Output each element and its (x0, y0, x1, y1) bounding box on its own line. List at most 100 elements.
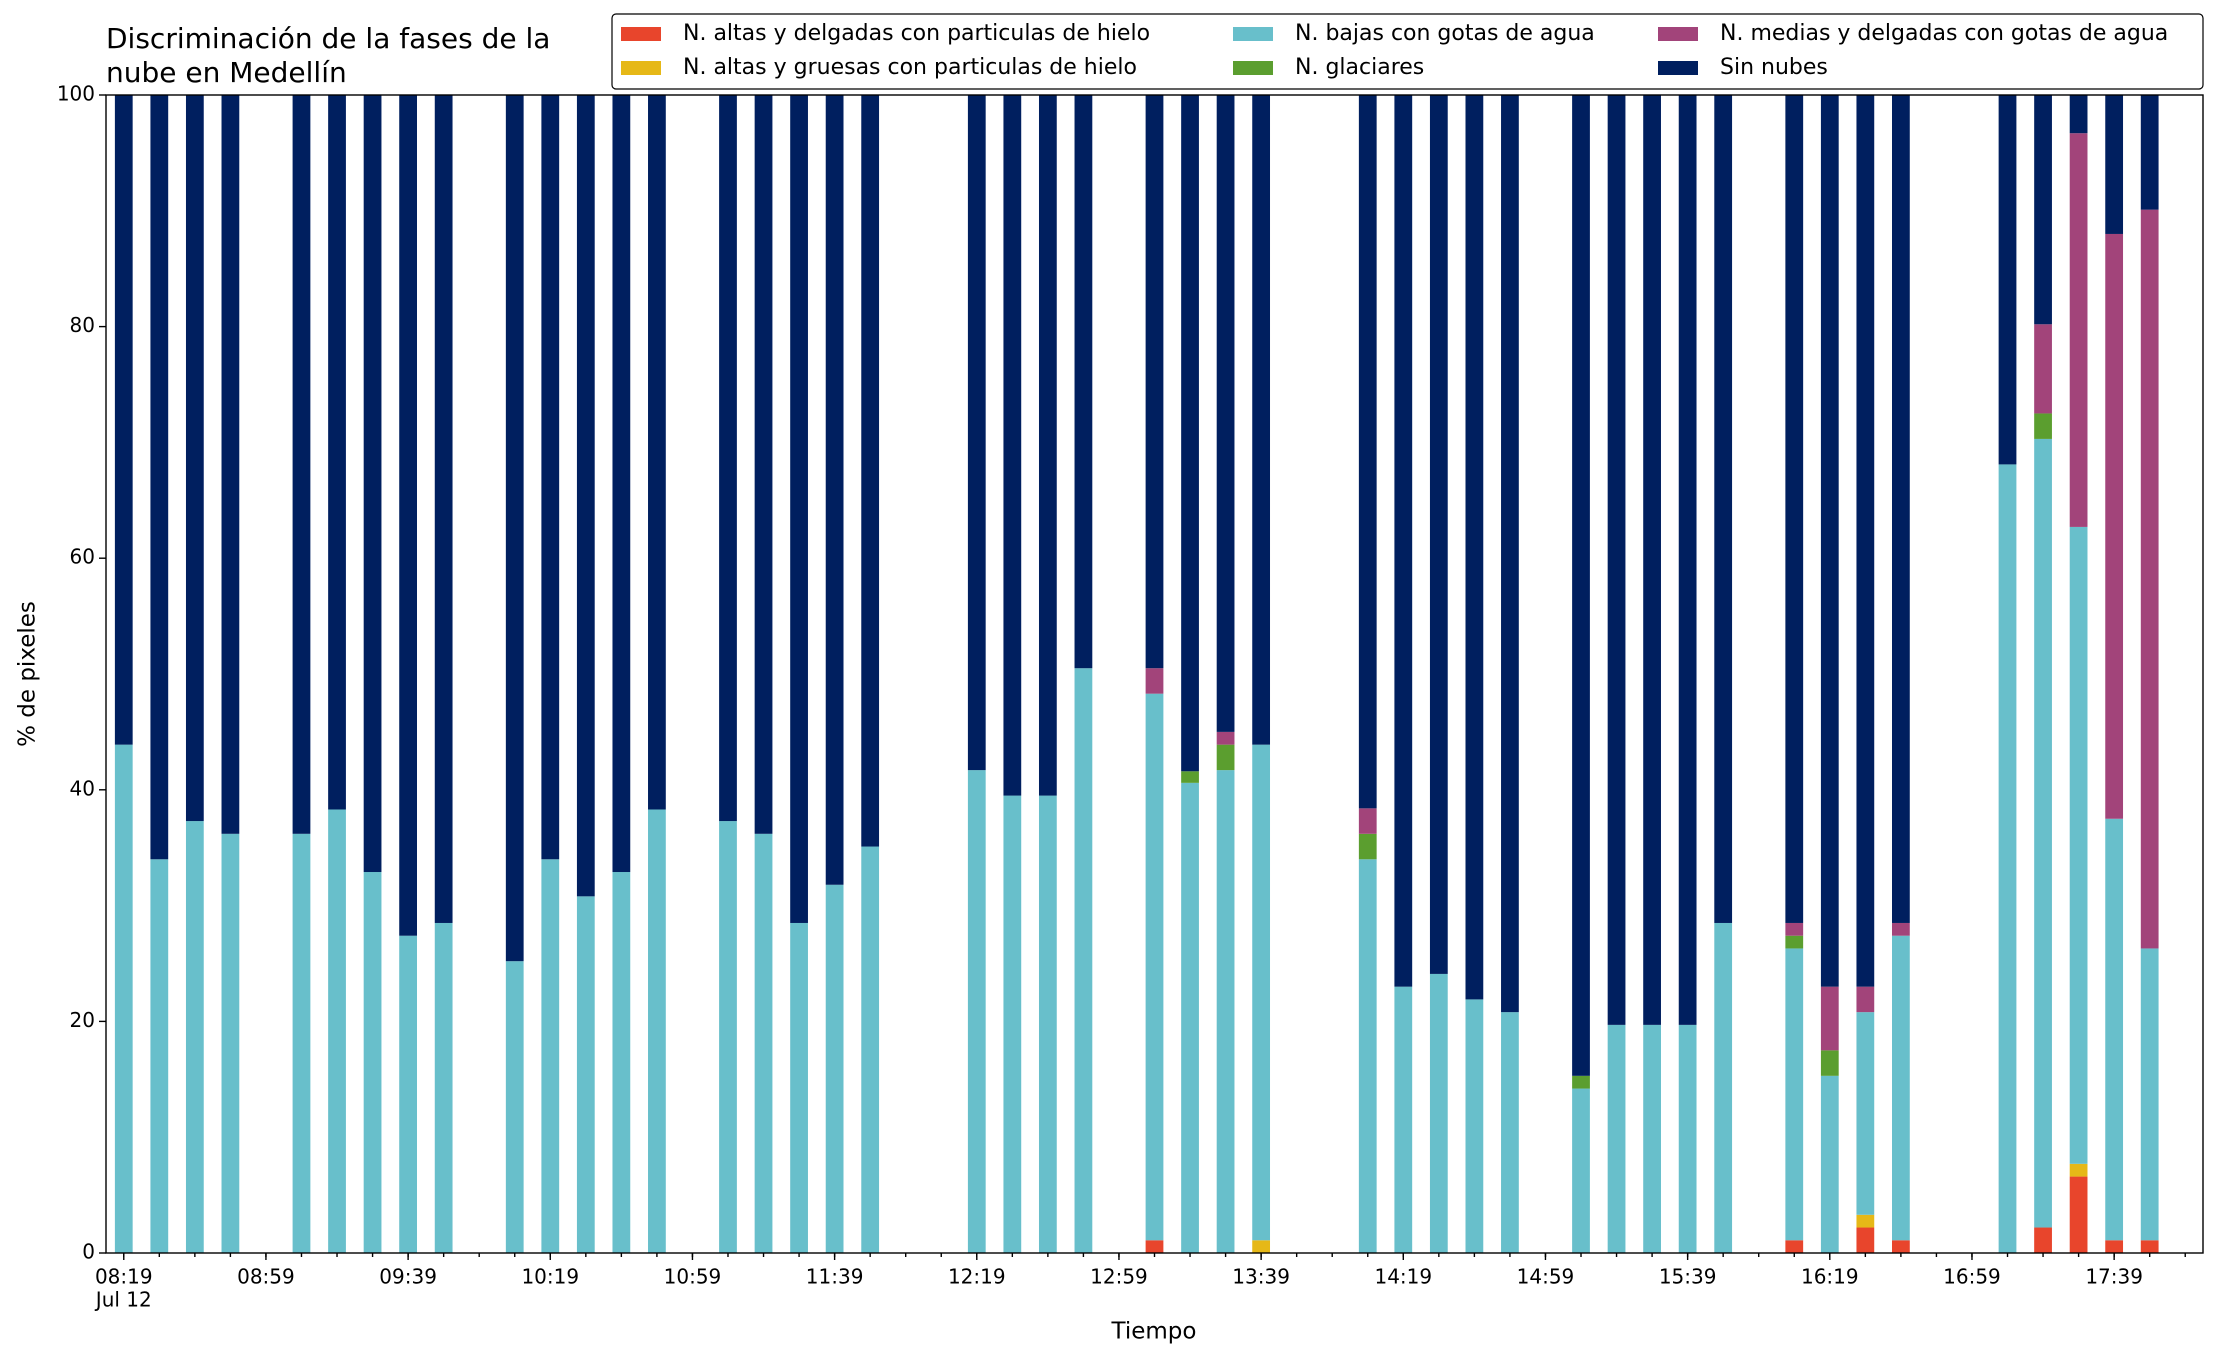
bar-segment (1358, 808, 1377, 834)
bar-segment (648, 95, 666, 810)
bar-segment (2069, 133, 2088, 527)
bar-segment (1074, 95, 1093, 669)
bar-segment (2069, 1176, 2088, 1253)
x-tick-label: 10:59 (664, 1265, 722, 1289)
bar-segment (790, 922, 808, 1253)
bar-segment (1892, 1240, 1910, 1253)
legend-label: N. altas y gruesas con particulas de hie… (683, 55, 1137, 80)
legend-swatch (1658, 27, 1698, 41)
bar-segment (221, 95, 240, 834)
bar-segment (967, 95, 986, 771)
bar-segment (1216, 744, 1235, 771)
bar-segment (363, 95, 382, 873)
bar-segment (2069, 95, 2088, 134)
bar-segment (1892, 922, 1910, 936)
bar-segment (1181, 771, 1199, 783)
bar-segment (1216, 95, 1235, 732)
bar-segment (1607, 1024, 1626, 1253)
bar-segment (1785, 95, 1804, 923)
bar-segment (1465, 999, 1484, 1253)
bar-segment (328, 95, 346, 810)
y-tick-label: 100 (57, 82, 95, 106)
bar-segment (1856, 1214, 1875, 1228)
x-tick-label: 16:59 (1943, 1265, 2001, 1289)
y-tick-label: 20 (70, 1008, 95, 1032)
bar-segment (1216, 731, 1235, 745)
bar-segment (1252, 744, 1271, 1241)
bar-segment (1785, 922, 1804, 936)
bar-segment (576, 896, 595, 1253)
bar-segment (2140, 209, 2159, 949)
legend-label: N. altas y delgadas con particulas de hi… (683, 21, 1150, 46)
x-tick-label: 16:19 (1801, 1265, 1859, 1289)
bar-segment (292, 833, 311, 1253)
bar-segment (1820, 1075, 1839, 1253)
legend-swatch (621, 61, 661, 75)
bar-segment (541, 95, 560, 860)
x-tick-label: 14:59 (1517, 1265, 1575, 1289)
y-tick-label: 40 (70, 776, 95, 800)
x-tick-label: 15:39 (1659, 1265, 1717, 1289)
x-tick-label: 09:39 (379, 1265, 437, 1289)
bar-segment (790, 95, 808, 923)
bar-segment (1074, 668, 1093, 1253)
bar-segment (1714, 95, 1733, 923)
bar-segment (1465, 95, 1484, 1000)
bar-segment (2034, 438, 2052, 1228)
bar-segment (1572, 1075, 1590, 1089)
bar-segment (114, 744, 133, 1253)
bar-segment (612, 872, 631, 1253)
bar-segment (541, 859, 560, 1253)
bar-segment (1252, 95, 1271, 745)
bar-segment (2034, 1227, 2052, 1253)
bar-segment (648, 809, 666, 1253)
x-date-label: Jul 12 (94, 1288, 152, 1312)
bar-segment (1856, 986, 1875, 1013)
bar-segment (1181, 95, 1199, 772)
bar-segment (1501, 1012, 1519, 1253)
bar-segment (754, 95, 773, 834)
x-tick-label: 12:19 (948, 1265, 1006, 1289)
bar-segment (1714, 922, 1733, 1253)
bar-segment (1145, 693, 1164, 1241)
x-tick-label: 08:19 (95, 1265, 153, 1289)
bar-segment (1429, 973, 1448, 1253)
bar-segment (2069, 526, 2088, 1164)
legend-label: N. bajas con gotas de agua (1295, 21, 1595, 46)
bar-segment (2140, 95, 2159, 210)
x-tick-label: 10:19 (521, 1265, 579, 1289)
bar-segment (719, 95, 737, 822)
bar-segment (576, 95, 595, 897)
bar-segment (2034, 324, 2052, 414)
bar-segment (1678, 1024, 1697, 1253)
bar-segment (1216, 770, 1235, 1253)
bar-segment (1145, 668, 1164, 694)
bar-segment (967, 770, 986, 1253)
bar-segment (150, 95, 169, 860)
bar-segment (754, 833, 773, 1253)
y-tick-label: 80 (70, 313, 95, 337)
bar-segment (150, 859, 169, 1253)
bar-segment (1785, 935, 1804, 949)
bar-segment (434, 95, 453, 923)
bar-segment (2069, 1163, 2088, 1177)
bar-segment (825, 95, 844, 885)
legend-label: N. medias y delgadas con gotas de agua (1720, 21, 2168, 46)
bar-segment (1643, 1024, 1661, 1253)
bar-segment (1998, 95, 2017, 465)
bar-segment (1998, 464, 2017, 1254)
bar-segment (612, 95, 631, 873)
bar-segment (1856, 1227, 1875, 1253)
bar-segment (1785, 948, 1804, 1241)
y-axis-label: % de pixeles (15, 601, 41, 747)
y-tick-label: 0 (82, 1240, 95, 1264)
bar-segment (399, 935, 417, 1253)
bar-segment (1145, 1240, 1164, 1253)
x-tick-label: 13:39 (1232, 1265, 1290, 1289)
bar-segment (1003, 795, 1022, 1253)
bar-segment (2140, 1240, 2159, 1253)
bar-segment (861, 846, 880, 1253)
bar-segment (1358, 833, 1377, 860)
bar-segment (861, 95, 880, 847)
